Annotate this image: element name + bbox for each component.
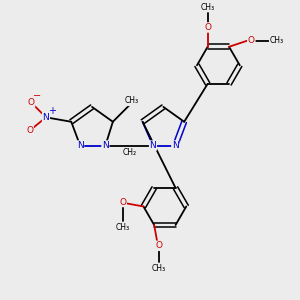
- Text: CH₃: CH₃: [270, 36, 284, 45]
- Text: CH₃: CH₃: [152, 264, 166, 273]
- Text: CH₃: CH₃: [116, 223, 130, 232]
- Text: O: O: [155, 241, 162, 250]
- Text: O: O: [204, 23, 211, 32]
- Text: N: N: [102, 141, 109, 150]
- Text: CH₃: CH₃: [125, 97, 139, 106]
- Text: N: N: [150, 141, 156, 150]
- Text: O: O: [28, 98, 34, 107]
- Text: CH₃: CH₃: [201, 3, 215, 12]
- Text: −: −: [33, 92, 41, 101]
- Text: CH₂: CH₂: [122, 148, 136, 158]
- Text: O: O: [119, 197, 126, 206]
- Text: +: +: [49, 106, 56, 116]
- Text: N: N: [172, 141, 178, 150]
- Text: N: N: [77, 141, 83, 150]
- Text: N: N: [43, 113, 49, 122]
- Text: O: O: [248, 36, 255, 45]
- Text: O: O: [26, 126, 33, 135]
